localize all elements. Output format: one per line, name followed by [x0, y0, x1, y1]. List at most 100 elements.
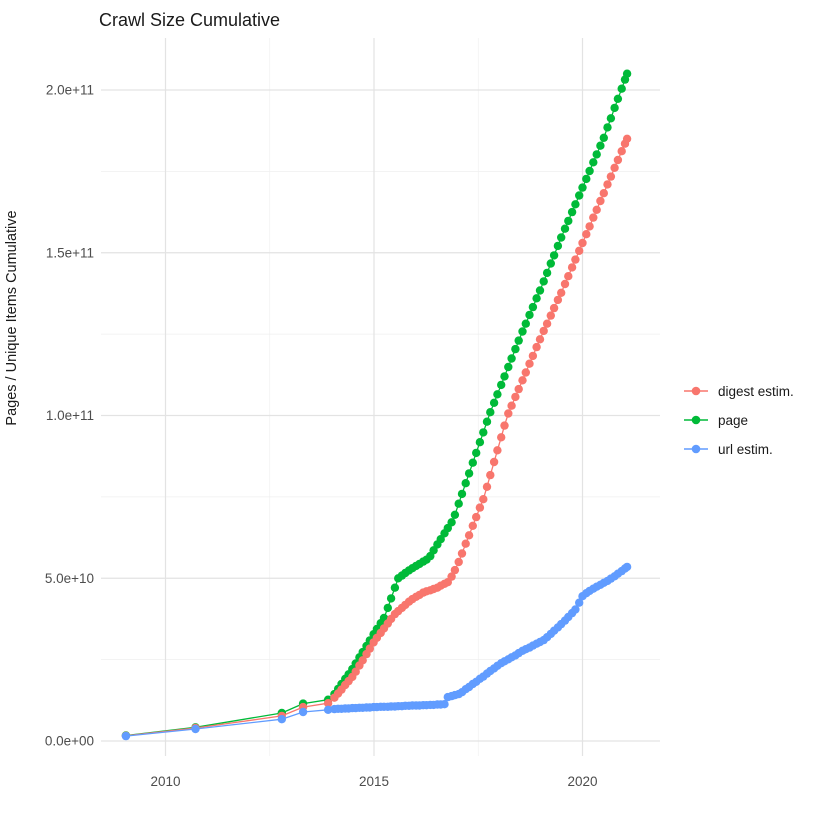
series-point-digest-estim: [457, 549, 467, 558]
series-point-page: [582, 174, 591, 184]
series-point-digest-estim: [497, 433, 506, 442]
series-point-page: [390, 583, 400, 592]
series-point-digest-estim: [546, 311, 555, 320]
series-point-digest-estim: [535, 335, 545, 344]
series-point-page: [603, 123, 612, 132]
series-point-page: [567, 207, 577, 217]
series-point-page: [589, 158, 598, 167]
legend-key-digest-icon: [684, 386, 708, 396]
series-point-digest-estim: [532, 342, 541, 352]
series-point-digest-estim: [493, 446, 502, 455]
series-point-digest-estim: [610, 163, 619, 172]
series-point-digest-estim: [617, 147, 626, 156]
series-point-page: [596, 141, 605, 150]
series-point-url-estim: [622, 562, 632, 572]
series-point-page: [464, 469, 474, 478]
series-point-digest-estim: [599, 189, 608, 198]
series-point-page: [553, 241, 563, 251]
legend-key-url-icon: [684, 444, 708, 454]
series-point-page: [521, 319, 530, 328]
series-point-page: [617, 84, 626, 93]
series-point-digest-estim: [528, 351, 538, 361]
y-tick-label: 5.0e+10: [45, 571, 94, 586]
series-layer: [121, 69, 632, 741]
legend-item-url-estim: url estim.: [682, 442, 794, 457]
series-point-digest-estim: [585, 222, 594, 231]
series-point-digest-estim: [489, 457, 499, 467]
series-point-digest-estim: [589, 213, 598, 222]
series-point-digest-estim: [596, 196, 605, 206]
series-point-page: [383, 603, 392, 613]
y-tick-label: 0.0e+00: [45, 734, 94, 749]
series-point-url-estim: [575, 598, 584, 607]
series-point-page: [542, 268, 552, 278]
series-point-digest-estim: [582, 230, 591, 239]
series-point-page: [539, 277, 548, 286]
series-point-page: [518, 327, 527, 336]
series-point-url-estim: [323, 705, 333, 714]
series-point-page: [468, 458, 477, 467]
series-point-page: [528, 302, 538, 312]
series-point-digest-estim: [606, 172, 616, 181]
legend-item-page: page: [682, 412, 794, 428]
series-point-page: [592, 150, 601, 159]
series-point-page: [560, 224, 570, 233]
series-point-page: [475, 438, 485, 447]
series-point-digest-estim: [553, 295, 563, 305]
series-point-url-estim: [440, 700, 449, 709]
y-tick-label: 1.5e+11: [46, 245, 94, 260]
series-point-page: [514, 336, 523, 345]
series-point-page: [454, 499, 463, 508]
series-point-page: [613, 94, 623, 104]
series-point-digest-estim: [468, 521, 477, 530]
legend-label: digest estim.: [718, 383, 794, 399]
series-point-digest-estim: [464, 531, 474, 540]
y-tick-label: 2.0e+11: [46, 83, 94, 98]
series-point-page: [571, 200, 580, 209]
series-point-digest-estim: [323, 699, 333, 708]
major-gridlines: [101, 38, 660, 756]
chart-title: Crawl Size Cumulative: [99, 10, 280, 30]
series-point-page: [486, 408, 495, 417]
series-point-page: [461, 479, 470, 488]
series-point-digest-estim: [557, 288, 566, 297]
series-point-page: [497, 380, 506, 390]
series-point-page: [585, 166, 594, 176]
series-point-page: [564, 216, 573, 226]
x-tick-label: 2020: [567, 774, 597, 789]
series-point-page: [575, 191, 584, 200]
legend: digest estim. page url estim.: [682, 383, 794, 457]
series-point-digest-estim: [613, 155, 623, 165]
series-point-page: [482, 417, 492, 426]
series-point-digest-estim: [560, 279, 570, 289]
series-point-digest-estim: [514, 384, 523, 394]
x-tick-label: 2015: [359, 774, 389, 789]
series-point-digest-estim: [461, 539, 470, 548]
series-point-digest-estim: [592, 205, 601, 214]
minor-gridlines: [101, 38, 660, 756]
series-point-page: [479, 428, 488, 437]
series-point-digest-estim: [500, 421, 509, 430]
series-point-digest-estim: [564, 272, 573, 281]
series-point-digest-estim: [542, 319, 552, 328]
series-point-digest-estim: [525, 359, 534, 368]
series-point-digest-estim: [603, 180, 612, 189]
axis-tick-labels: 0.0e+00 5.0e+10 1.0e+11 1.5e+11 2.0e+11 2010 2…: [45, 83, 598, 790]
legend-label: page: [718, 412, 749, 428]
series-point-page: [535, 286, 545, 295]
series-point-page: [511, 344, 520, 354]
series-point-digest-estim: [539, 326, 548, 336]
series-point-digest-estim: [365, 644, 374, 653]
series-point-digest-estim: [358, 656, 367, 665]
series-point-page: [507, 354, 516, 363]
series-point-page: [500, 372, 509, 381]
series-point-url-estim: [571, 605, 580, 614]
y-tick-label: 1.0e+11: [46, 408, 94, 423]
series-point-digest-estim: [504, 409, 513, 418]
series-point-page: [450, 510, 460, 519]
series-point-digest-estim: [578, 238, 587, 248]
series-point-page: [472, 448, 481, 458]
series-point-page: [489, 398, 499, 407]
series-point-page: [447, 518, 456, 527]
